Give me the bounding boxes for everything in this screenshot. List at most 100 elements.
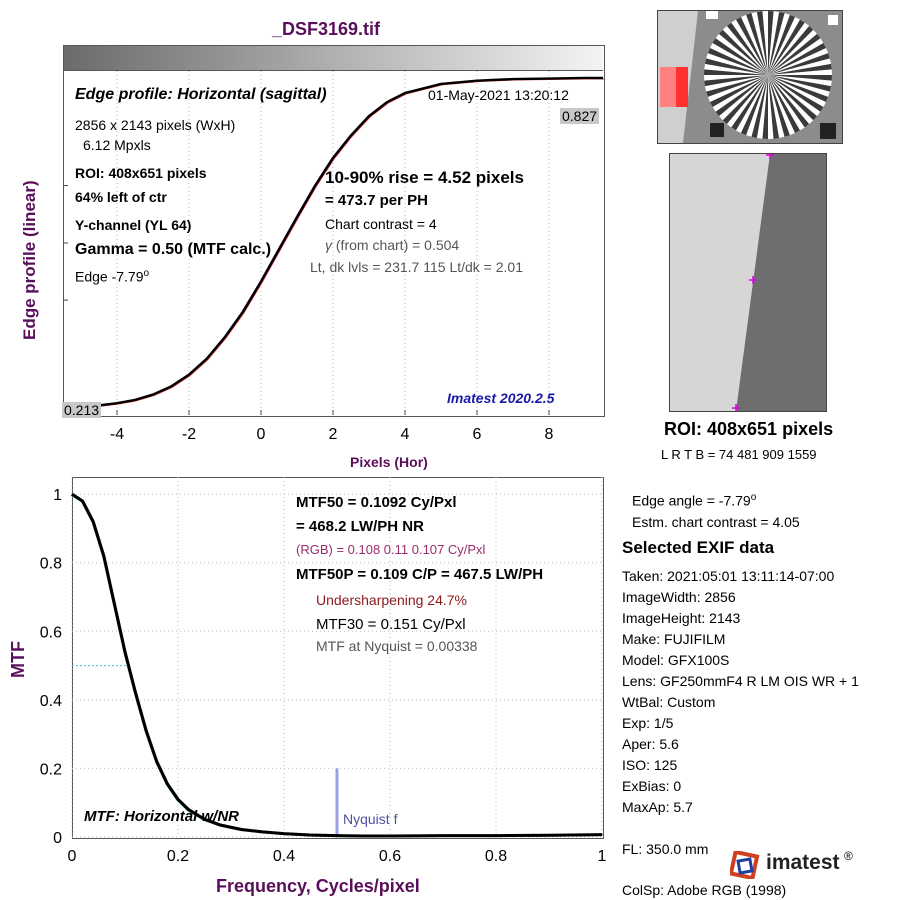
edge-plot-frame [63, 45, 605, 417]
mtf-y-axis-label: MTF [8, 641, 28, 678]
exif-row: WtBal: Custom [622, 694, 716, 710]
star-wedge [768, 75, 832, 92]
edge-datetime: 01-May-2021 13:20:12 [428, 87, 569, 103]
star-wedge [740, 75, 768, 136]
exif-row: FL: 350.0 mm [622, 841, 709, 857]
roi-thumbnail [669, 153, 827, 412]
exif-row: Aper: 5.6 [622, 736, 679, 752]
gradient-bar [64, 46, 603, 71]
star-wedge [709, 75, 768, 107]
star-wedge [704, 69, 768, 75]
mtf-x-tick-label: 0.2 [167, 848, 189, 865]
star-wedge [768, 11, 785, 75]
mtf-x-tick-label: 0.8 [485, 848, 507, 865]
star-wedge [736, 16, 768, 76]
mtf-y-tick-label: 0.2 [40, 761, 62, 778]
mtf-y-tick-label: 0.6 [40, 624, 62, 641]
roi-edge-image [670, 154, 826, 411]
gamma-label: Gamma = 0.50 (MTF calc.) [75, 241, 272, 258]
imatest-logo: imatest ® [730, 849, 860, 879]
exif-heading: Selected EXIF data [622, 538, 775, 557]
rgb-label: (RGB) = 0.108 0.11 0.107 Cy/Pxl [296, 542, 486, 557]
star-wedge [704, 75, 768, 87]
exif-row: Exp: 1/5 [622, 715, 674, 731]
star-wedge [704, 58, 768, 75]
mtf-y-tick-label: 0.8 [40, 556, 62, 573]
mtf-y-tick-label: 1 [53, 487, 62, 504]
star-wedge [768, 19, 805, 75]
edge-x-tick-label: 4 [401, 426, 410, 443]
siemens-star-image [658, 11, 842, 143]
channel-label: Y-channel (YL 64) [75, 217, 192, 233]
top-value-tag: 0.827 [560, 108, 600, 124]
star-wedge [768, 63, 832, 75]
mtf30-label: MTF30 = 0.151 Cy/Pxl [316, 616, 466, 633]
edge-x-tick-label: -2 [182, 426, 196, 443]
star-wedge [722, 75, 768, 125]
exif-row: Lens: GF250mmF4 R LM OIS WR + 1 [622, 673, 859, 689]
image-dims: 2856 x 2143 pixels (WxH) [75, 117, 236, 133]
star-wedge [768, 75, 829, 103]
exif-row: ImageWidth: 2856 [622, 589, 736, 605]
rise-label: 10-90% rise = 4.52 pixels [325, 168, 524, 187]
edge-x-tick-label: 6 [473, 426, 482, 443]
chart-thumbnail [657, 10, 843, 144]
image-mpxls: 6.12 Mpxls [83, 137, 151, 153]
mtf-x-axis-label: Frequency, Cycles/pixel [216, 876, 420, 896]
file-title: _DSF3169.tif [272, 19, 381, 39]
mtf-y-tick-label: 0.4 [40, 693, 62, 710]
exif-row: ImageHeight: 2143 [622, 610, 741, 626]
roi-size: ROI: 408x651 pixels [75, 165, 207, 181]
mtf50-label: MTF50 = 0.1092 Cy/Pxl [296, 494, 457, 511]
exif-row: Make: FUJIFILM [622, 631, 726, 647]
mtf-y-tick-label: 0 [53, 830, 62, 847]
bottom-value-tag: 0.213 [62, 402, 102, 418]
mtf-x-tick-label: 0 [68, 848, 77, 865]
edge-x-tick-label: 0 [257, 426, 266, 443]
gamma-chart-label: γ (from chart) = 0.504 [325, 237, 460, 253]
star-wedge [715, 75, 768, 117]
exif-row: MaxAp: 5.7 [622, 799, 693, 815]
edge-x-axis-label: Pixels (Hor) [350, 454, 428, 470]
star-wedge [731, 75, 768, 131]
star-wedge [768, 75, 800, 134]
edge-angle-label: Edge -7.79o [75, 268, 150, 285]
edge-x-tick-label: 2 [329, 426, 338, 443]
mtf-plot-label: MTF: Horizontal w/NR [84, 808, 239, 825]
roi-position: 64% left of ctr [75, 189, 167, 205]
lwph-label: = 468.2 LW/PH NR [296, 518, 424, 535]
star-wedge [762, 75, 768, 139]
nyquist-label: Nyquist f [343, 811, 398, 827]
chart-contrast-label: Chart contrast = 4 [325, 216, 437, 232]
mtf50p-label: MTF50P = 0.109 C/P = 467.5 LW/PH [296, 566, 544, 583]
nyquist-mtf-label: MTF at Nyquist = 0.00338 [316, 638, 478, 654]
edge-x-tick-label: 8 [545, 426, 554, 443]
exif-row: ExBias: 0 [622, 778, 682, 794]
star-wedge [768, 53, 830, 75]
exif-row: ISO: 125 [622, 757, 678, 773]
star-wedge [768, 11, 774, 75]
star-wedge [768, 75, 832, 81]
star-wedge [768, 75, 810, 128]
star-wedge [768, 75, 780, 139]
star-wedge [768, 14, 796, 75]
edge-x-tick-label: -4 [110, 426, 124, 443]
mtf-x-tick-label: 0.4 [273, 848, 295, 865]
star-wedge [751, 75, 768, 139]
version-label: Imatest 2020.2.5 [447, 390, 555, 406]
undersharpening-label: Undersharpening 24.7% [316, 592, 467, 608]
star-wedge [706, 75, 768, 97]
star-wedge [768, 75, 824, 112]
star-wedge [768, 25, 814, 75]
star-wedge [768, 75, 790, 137]
star-wedge [768, 33, 821, 75]
mtf-curve [71, 492, 603, 838]
roi-coordinates: L R T B = 74 481 909 1559 [661, 447, 817, 462]
star-wedge [756, 11, 768, 76]
star-wedge [768, 43, 827, 75]
exif-row: ColSp: Adobe RGB (1998) [622, 882, 787, 898]
exif-row: Taken: 2021:05:01 13:11:14-07:00 [622, 568, 835, 584]
mtf-x-tick-label: 0.6 [379, 848, 401, 865]
star-wedge [718, 29, 768, 75]
